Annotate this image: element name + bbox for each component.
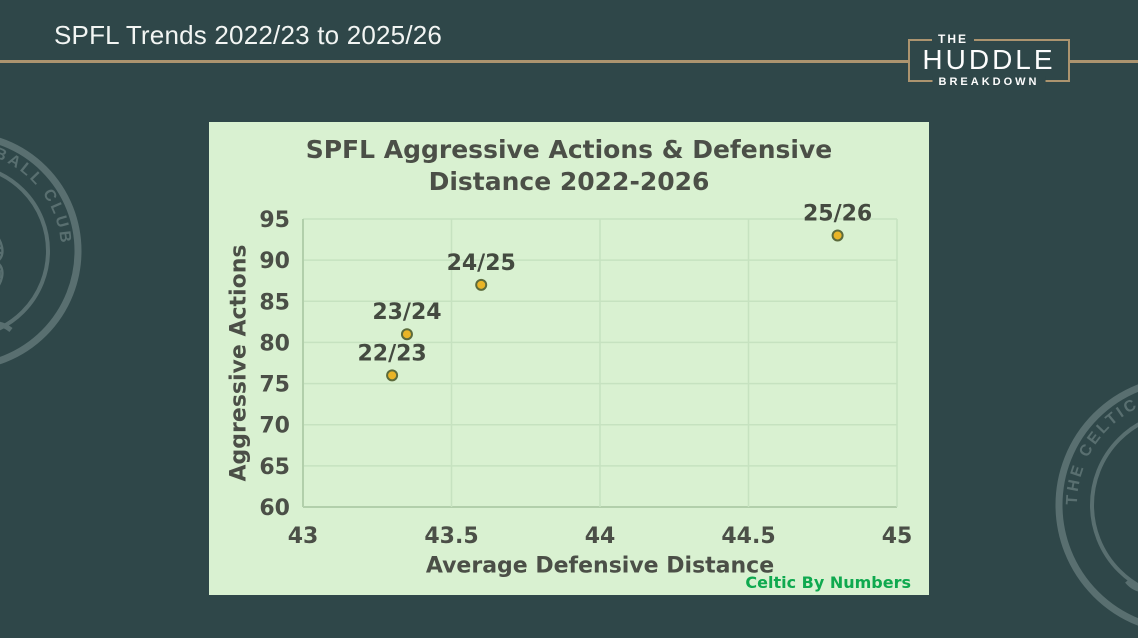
data-point	[475, 278, 488, 291]
y-tick-label: 65	[259, 455, 290, 480]
x-tick-label: 43	[288, 524, 319, 549]
x-axis-title: Average Defensive Distance	[425, 553, 775, 579]
crest-outer-ring	[0, 137, 82, 365]
header-bar: SPFL Trends 2022/23 to 2025/26	[0, 0, 1138, 63]
crest-clover	[1133, 465, 1138, 568]
x-tick-label: 45	[882, 524, 913, 549]
logo-text-breakdown: BREAKDOWN	[932, 76, 1046, 88]
chart-title: SPFL Aggressive Actions & Defensive Dist…	[209, 134, 929, 198]
x-tick-label: 44.5	[721, 524, 775, 549]
point-label: 24/25	[447, 251, 516, 276]
data-point	[400, 328, 413, 341]
huddle-breakdown-logo: THE HUDDLE BREAKDOWN	[908, 32, 1070, 88]
crest-inner-ring	[0, 171, 50, 331]
y-axis-title: Aggressive Actions	[226, 244, 252, 482]
page-title: SPFL Trends 2022/23 to 2025/26	[54, 20, 443, 50]
y-tick-label: 60	[259, 496, 290, 521]
y-tick-label: 85	[259, 290, 290, 315]
credit-label: Celtic By Numbers	[745, 573, 911, 592]
x-tick-label: 44	[585, 524, 616, 549]
celtic-crest-watermark-left: THE CELTIC FOOTBALL CLUB	[0, 137, 82, 365]
point-label: 23/24	[372, 300, 441, 325]
crest-clover	[0, 221, 4, 303]
data-point	[831, 229, 844, 242]
y-tick-label: 80	[259, 331, 290, 356]
y-tick-label: 70	[259, 414, 290, 439]
y-tick-label: 90	[259, 249, 290, 274]
x-tick-label: 43.5	[424, 524, 478, 549]
crest-inner-ring	[1090, 422, 1138, 588]
logo-text-the: THE	[932, 32, 974, 46]
point-label: 25/26	[803, 201, 872, 226]
logo-text-huddle: HUDDLE	[922, 44, 1056, 75]
chart-panel: 60 65 70 75 80 85 90 95 43 43.5 44 44.5 45 22/23 23/24…	[209, 122, 929, 595]
crest-outer-ring	[1055, 384, 1138, 626]
celtic-crest-watermark-right: THE CELTIC FOOTBALL CLUB	[1055, 384, 1138, 626]
chart-title-line1: SPFL Aggressive Actions & Defensive	[305, 135, 833, 164]
chart-title-line2: Distance 2022-2026	[428, 167, 710, 196]
data-point	[386, 369, 399, 382]
y-tick-label: 75	[259, 373, 290, 398]
point-label: 22/23	[357, 341, 426, 366]
y-tick-label: 95	[259, 208, 290, 233]
plot-svg: 60 65 70 75 80 85 90 95 43 43.5 44 44.5 45 22/23 23/24…	[259, 201, 913, 549]
